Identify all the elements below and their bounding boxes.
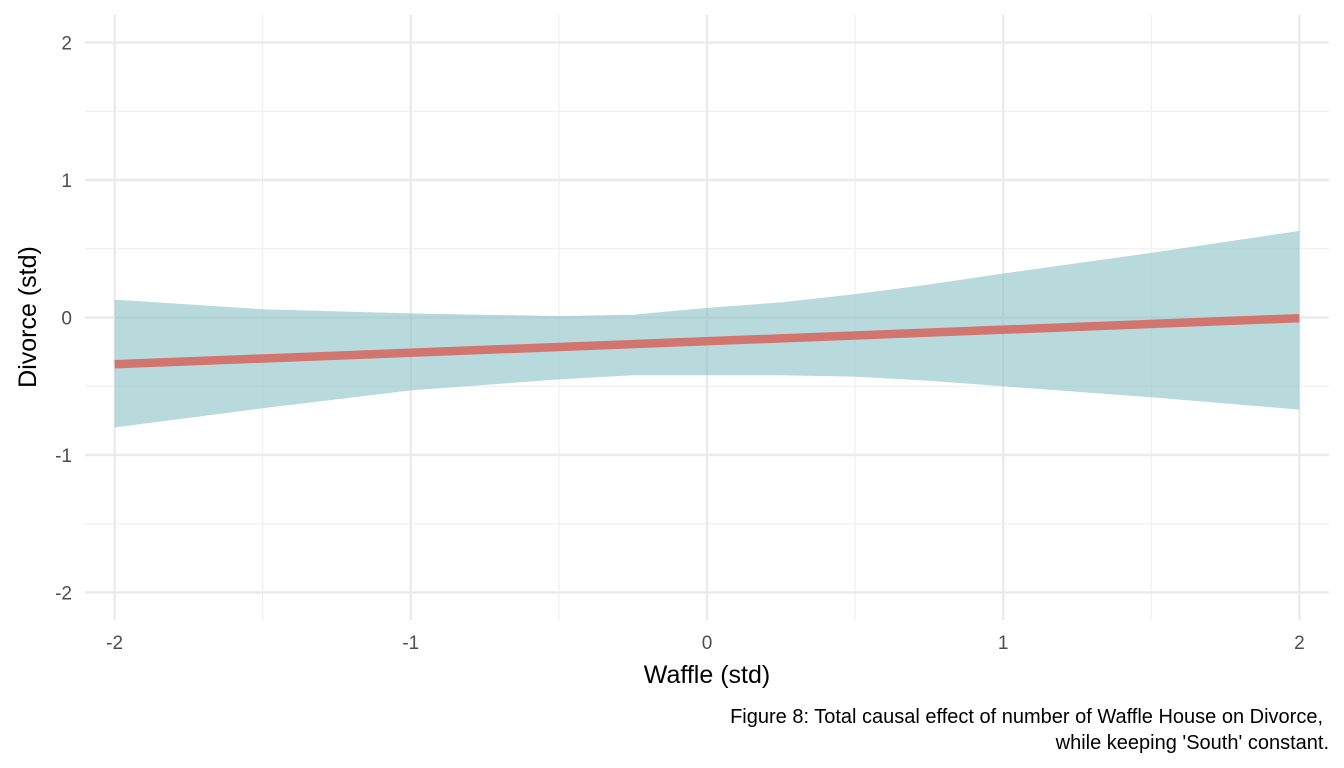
fitted-line	[114, 313, 1300, 369]
y-tick-label: 2	[61, 34, 72, 55]
y-tick-labels: -2 -1 0 1 2	[55, 34, 72, 605]
line-layer	[114, 313, 1300, 369]
confidence-ribbon	[114, 230, 1300, 428]
y-tick-label: 0	[61, 309, 72, 330]
x-tick-label: 2	[1294, 633, 1305, 654]
grid-major-layer	[85, 15, 1329, 620]
y-axis-title: Divorce (std)	[14, 246, 42, 388]
ribbon-layer	[114, 230, 1300, 428]
caption-line-2: while keeping 'South' constant.	[1055, 732, 1329, 754]
x-tick-label: -1	[402, 633, 419, 654]
caption-line-1: Figure 8: Total causal effect of number …	[730, 706, 1323, 728]
x-tick-label: 0	[702, 633, 713, 654]
x-axis-title: Waffle (std)	[644, 661, 770, 689]
y-tick-label: -2	[55, 584, 72, 605]
x-tick-label: 1	[998, 633, 1009, 654]
x-tick-labels: -2 -1 0 1 2	[106, 633, 1305, 654]
y-tick-label: -1	[55, 446, 72, 467]
x-tick-label: -2	[106, 633, 123, 654]
y-tick-label: 1	[61, 171, 72, 192]
